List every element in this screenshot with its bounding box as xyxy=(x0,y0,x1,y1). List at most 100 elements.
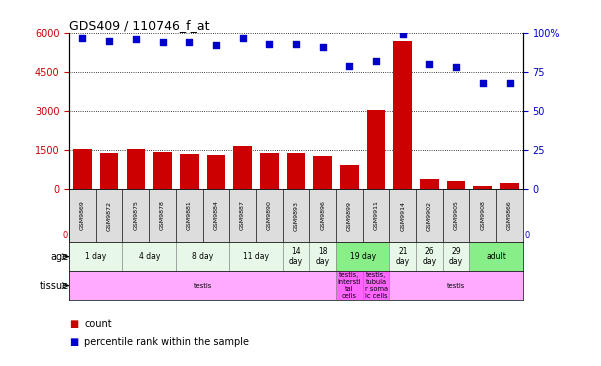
FancyBboxPatch shape xyxy=(256,189,282,242)
Text: 1 day: 1 day xyxy=(85,252,106,261)
Text: GSM9908: GSM9908 xyxy=(480,201,486,231)
FancyBboxPatch shape xyxy=(123,189,149,242)
Point xyxy=(131,36,141,42)
FancyBboxPatch shape xyxy=(229,189,256,242)
FancyBboxPatch shape xyxy=(229,242,282,271)
FancyBboxPatch shape xyxy=(310,189,336,242)
Text: 11 day: 11 day xyxy=(243,252,269,261)
FancyBboxPatch shape xyxy=(69,189,96,242)
FancyBboxPatch shape xyxy=(416,189,443,242)
Text: count: count xyxy=(84,319,112,329)
Text: 14
day: 14 day xyxy=(289,247,303,266)
Text: GSM9911: GSM9911 xyxy=(374,201,379,231)
FancyBboxPatch shape xyxy=(69,242,123,271)
FancyBboxPatch shape xyxy=(469,242,523,271)
Bar xyxy=(313,156,332,189)
FancyBboxPatch shape xyxy=(282,242,310,271)
Text: GSM9899: GSM9899 xyxy=(347,201,352,231)
FancyBboxPatch shape xyxy=(443,189,469,242)
Bar xyxy=(394,41,412,189)
Text: 18
day: 18 day xyxy=(316,247,330,266)
Text: 0: 0 xyxy=(63,231,68,240)
Point xyxy=(505,80,514,86)
Bar xyxy=(180,154,198,189)
Text: GSM9896: GSM9896 xyxy=(320,201,325,231)
Text: 26
day: 26 day xyxy=(423,247,436,266)
Bar xyxy=(233,146,252,189)
Point xyxy=(211,42,221,48)
Text: 19 day: 19 day xyxy=(350,252,376,261)
FancyBboxPatch shape xyxy=(389,189,416,242)
Text: age: age xyxy=(50,252,69,262)
FancyBboxPatch shape xyxy=(149,189,176,242)
Bar xyxy=(474,186,492,189)
Text: GSM9902: GSM9902 xyxy=(427,201,432,231)
Point xyxy=(371,58,381,64)
Text: ■: ■ xyxy=(69,319,78,329)
Text: GSM9914: GSM9914 xyxy=(400,201,405,231)
Text: GSM9890: GSM9890 xyxy=(267,201,272,231)
Bar xyxy=(260,153,279,189)
Text: testis,
intersti
tal
cells: testis, intersti tal cells xyxy=(338,272,361,299)
Point xyxy=(264,41,274,47)
FancyBboxPatch shape xyxy=(310,242,336,271)
FancyBboxPatch shape xyxy=(203,189,229,242)
Bar xyxy=(420,179,439,189)
Text: testis: testis xyxy=(447,283,465,289)
Bar xyxy=(500,183,519,189)
Point xyxy=(425,61,435,67)
Point xyxy=(344,63,354,68)
Text: 0: 0 xyxy=(524,231,529,240)
Text: percentile rank within the sample: percentile rank within the sample xyxy=(84,337,249,347)
FancyBboxPatch shape xyxy=(176,242,229,271)
Point xyxy=(318,44,328,50)
FancyBboxPatch shape xyxy=(363,189,389,242)
FancyBboxPatch shape xyxy=(176,189,203,242)
FancyBboxPatch shape xyxy=(96,189,123,242)
Text: GSM9884: GSM9884 xyxy=(213,201,218,231)
Point xyxy=(78,35,87,41)
FancyBboxPatch shape xyxy=(443,242,469,271)
Text: GDS409 / 110746_f_at: GDS409 / 110746_f_at xyxy=(69,19,210,32)
Text: GSM9878: GSM9878 xyxy=(160,201,165,231)
Bar xyxy=(126,149,145,189)
Bar xyxy=(447,181,466,189)
FancyBboxPatch shape xyxy=(69,271,336,300)
FancyBboxPatch shape xyxy=(389,271,523,300)
FancyBboxPatch shape xyxy=(469,189,496,242)
Point xyxy=(398,31,407,37)
Text: testis: testis xyxy=(194,283,212,289)
Bar xyxy=(340,165,359,189)
Point xyxy=(105,38,114,44)
Bar xyxy=(153,152,172,189)
FancyBboxPatch shape xyxy=(336,271,363,300)
Point xyxy=(157,40,167,45)
Bar xyxy=(367,109,385,189)
Point xyxy=(451,64,461,70)
FancyBboxPatch shape xyxy=(496,189,523,242)
Point xyxy=(478,80,487,86)
FancyBboxPatch shape xyxy=(336,242,389,271)
FancyBboxPatch shape xyxy=(416,242,443,271)
Text: GSM9905: GSM9905 xyxy=(454,201,459,231)
Text: tissue: tissue xyxy=(40,281,69,291)
FancyBboxPatch shape xyxy=(123,242,176,271)
Text: adult: adult xyxy=(486,252,506,261)
FancyBboxPatch shape xyxy=(389,242,416,271)
Text: GSM9875: GSM9875 xyxy=(133,201,138,231)
Text: GSM9866: GSM9866 xyxy=(507,201,512,230)
Text: GSM9872: GSM9872 xyxy=(106,201,112,231)
Text: testis,
tubula
r soma
ic cells: testis, tubula r soma ic cells xyxy=(364,272,388,299)
Bar xyxy=(207,154,225,189)
FancyBboxPatch shape xyxy=(363,271,389,300)
Bar xyxy=(287,153,305,189)
Bar xyxy=(100,153,118,189)
Text: 8 day: 8 day xyxy=(192,252,213,261)
Text: GSM9887: GSM9887 xyxy=(240,201,245,231)
Bar xyxy=(73,149,92,189)
FancyBboxPatch shape xyxy=(282,189,310,242)
Text: GSM9869: GSM9869 xyxy=(80,201,85,231)
FancyBboxPatch shape xyxy=(336,189,363,242)
Text: 21
day: 21 day xyxy=(395,247,410,266)
Text: ■: ■ xyxy=(69,337,78,347)
